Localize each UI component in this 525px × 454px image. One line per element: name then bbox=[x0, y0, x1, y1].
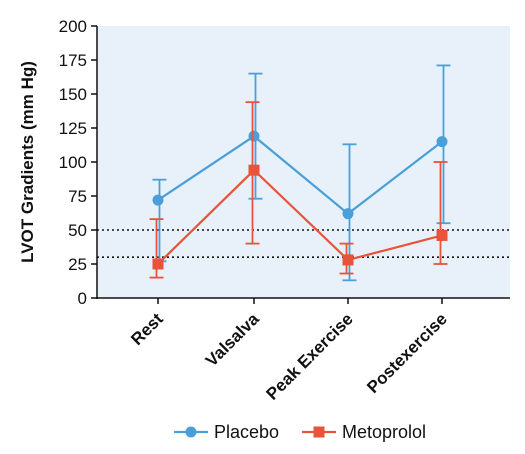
x-tick-label: Rest bbox=[127, 309, 167, 349]
legend-label: Placebo bbox=[214, 422, 279, 442]
y-tick-label: 50 bbox=[68, 221, 87, 240]
data-point bbox=[342, 208, 354, 220]
data-point bbox=[152, 194, 164, 206]
y-tick-label: 175 bbox=[59, 51, 87, 70]
series-layer bbox=[149, 64, 451, 282]
y-tick-label: 25 bbox=[68, 255, 87, 274]
y-axis-ticks: 0 25 50 75 100 125 150 175 200 bbox=[59, 17, 97, 308]
legend: Placebo Metoprolol bbox=[174, 422, 426, 442]
x-tick-label: Postexercise bbox=[363, 309, 451, 397]
legend-marker bbox=[185, 426, 197, 438]
reference-lines bbox=[97, 229, 510, 259]
x-axis-ticks: Rest Valsalva Peak Exercise Postexercise bbox=[127, 298, 451, 404]
x-tick-label: Valsalva bbox=[202, 309, 263, 370]
x-tick-label: Peak Exercise bbox=[263, 309, 357, 403]
data-point bbox=[248, 130, 260, 142]
data-point bbox=[152, 258, 164, 270]
series-metoprolol bbox=[149, 101, 448, 279]
series-line bbox=[157, 134, 443, 216]
data-point bbox=[248, 164, 260, 176]
data-point bbox=[436, 229, 448, 241]
y-tick-label: 100 bbox=[59, 153, 87, 172]
legend-item-placebo: Placebo bbox=[174, 422, 279, 442]
y-tick-label: 125 bbox=[59, 119, 87, 138]
y-tick-label: 75 bbox=[68, 187, 87, 206]
data-point bbox=[342, 254, 354, 266]
y-tick-label: 150 bbox=[59, 85, 87, 104]
legend-label: Metoprolol bbox=[342, 422, 426, 442]
y-tick-label: 0 bbox=[78, 289, 87, 308]
legend-item-metoprolol: Metoprolol bbox=[302, 422, 426, 442]
series-line bbox=[157, 168, 443, 265]
y-tick-label: 200 bbox=[59, 17, 87, 36]
data-point bbox=[436, 136, 448, 148]
legend-marker bbox=[313, 426, 325, 438]
y-axis-title: LVOT Gradients (mm Hg) bbox=[18, 61, 37, 263]
